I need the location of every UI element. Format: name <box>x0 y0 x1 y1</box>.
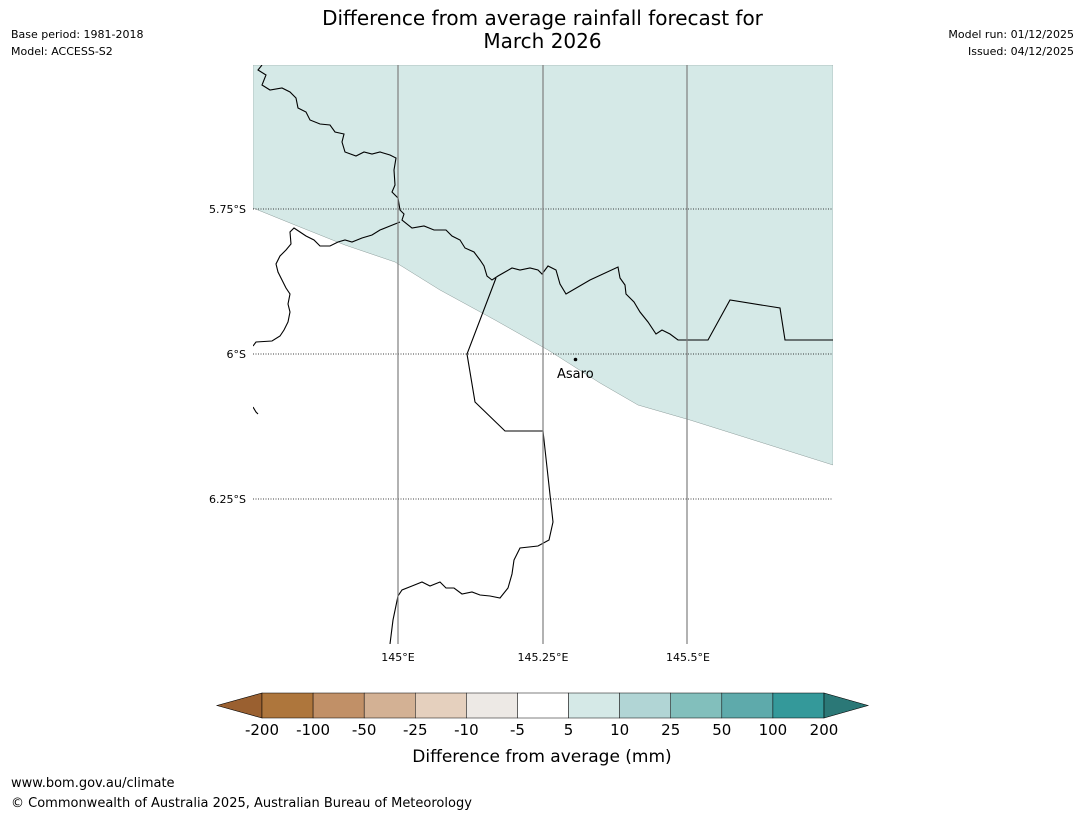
lat-label-6-25s: 6.25°S <box>209 493 246 506</box>
coastline-northwest <box>253 221 401 347</box>
colorbar-bin <box>619 692 671 719</box>
colorbar-bin <box>517 692 569 719</box>
colorbar-tick-label: 50 <box>712 721 731 739</box>
lat-label-6s: 6°S <box>227 348 246 361</box>
footer-url: www.bom.gov.au/climate <box>11 776 175 791</box>
model-text: Model: ACCESS-S2 <box>11 45 113 58</box>
colorbar-bin <box>363 692 416 719</box>
colorbar-tick-label: -10 <box>454 721 479 739</box>
colorbar-tick-label: -200 <box>245 721 279 739</box>
map-title: Difference from average rainfall forecas… <box>0 7 1085 53</box>
footer-copyright: © Commonwealth of Australia 2025, Austra… <box>11 796 472 811</box>
title-line-1: Difference from average rainfall forecas… <box>322 6 763 30</box>
colorbar-tick-label: 10 <box>610 721 629 739</box>
lon-label-145-25e: 145.25°E <box>518 651 569 664</box>
colorbar-bin <box>721 692 774 719</box>
colorbar-bin <box>261 692 314 719</box>
colorbar: -200 -100 -50 -25 -10 -5 5 10 25 50 100 200 <box>215 692 870 739</box>
base-period-text: Base period: 1981-2018 <box>11 28 144 41</box>
colorbar-title: Difference from average (mm) <box>412 747 671 767</box>
coastline-northeast <box>257 65 833 341</box>
colorbar-bin <box>312 692 365 719</box>
footer: www.bom.gov.au/climate © Commonwealth of… <box>11 774 472 814</box>
lon-label-145-5e: 145.5°E <box>666 651 710 664</box>
model-run-text: Model run: 01/12/2025 <box>948 28 1074 41</box>
town-label-asaro: Asaro <box>557 367 594 382</box>
colorbar-tick-label: -100 <box>296 721 330 739</box>
run-info: Model run: 01/12/2025 Issued: 04/12/2025 <box>948 26 1074 60</box>
lat-label-5-75s: 5.75°S <box>209 203 246 216</box>
colorbar-extend-high <box>823 692 870 719</box>
issued-text: Issued: 04/12/2025 <box>967 45 1074 58</box>
town-marker-asaro <box>573 357 578 362</box>
map-area: Asaro <box>253 65 833 644</box>
colorbar-bin <box>466 692 518 719</box>
colorbar-tick-label: -50 <box>352 721 377 739</box>
lon-label-145e: 145°E <box>381 651 414 664</box>
colorbar-bin <box>670 692 723 719</box>
colorbar-extend-low <box>215 692 263 719</box>
province-boundary <box>389 277 554 644</box>
model-info: Base period: 1981-2018 Model: ACCESS-S2 <box>11 26 143 60</box>
colorbar-tick-label: 100 <box>759 721 788 739</box>
colorbar-bin <box>772 692 825 719</box>
title-line-2: March 2026 <box>483 29 602 53</box>
coastline-islet <box>253 406 259 415</box>
colorbar-tick-label: 200 <box>810 721 839 739</box>
colorbar-tick-label: 25 <box>661 721 680 739</box>
colorbar-bin <box>415 692 467 719</box>
colorbar-tick-label: -25 <box>403 721 428 739</box>
colorbar-tick-label: -5 <box>510 721 525 739</box>
colorbar-tick-label: 5 <box>564 721 574 739</box>
colorbar-bin <box>568 692 620 719</box>
